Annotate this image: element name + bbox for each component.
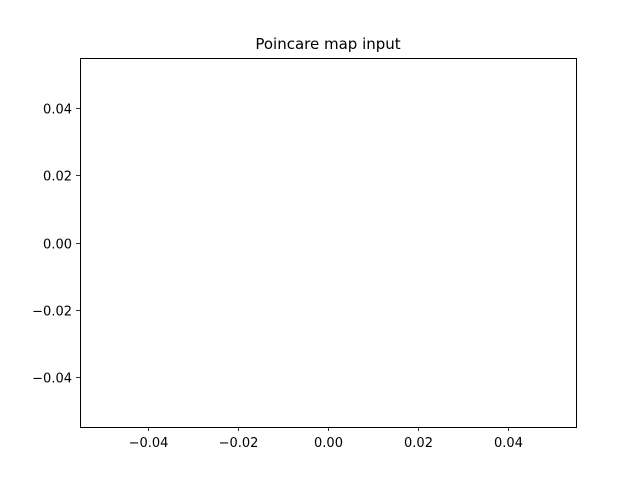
y-tick-label: −0.04 [32,372,72,387]
x-tick-label: −0.02 [219,436,259,451]
x-tick-label: 0.00 [314,436,343,451]
x-tick-label: −0.04 [129,436,169,451]
y-tick-label: 0.04 [43,103,72,118]
y-tick-label: 0.00 [43,238,72,253]
y-tick-label: 0.02 [43,170,72,185]
chart-title: Poincare map input [255,35,400,53]
x-tick-label: 0.04 [494,436,523,451]
y-axis: −0.04 −0.02 0.00 0.02 0.04 [32,103,80,387]
x-tick-label: 0.02 [404,436,433,451]
y-tick-label: −0.02 [32,305,72,320]
x-axis: −0.04 −0.02 0.00 0.02 0.04 [129,427,523,451]
plot-area-frame [80,58,577,428]
